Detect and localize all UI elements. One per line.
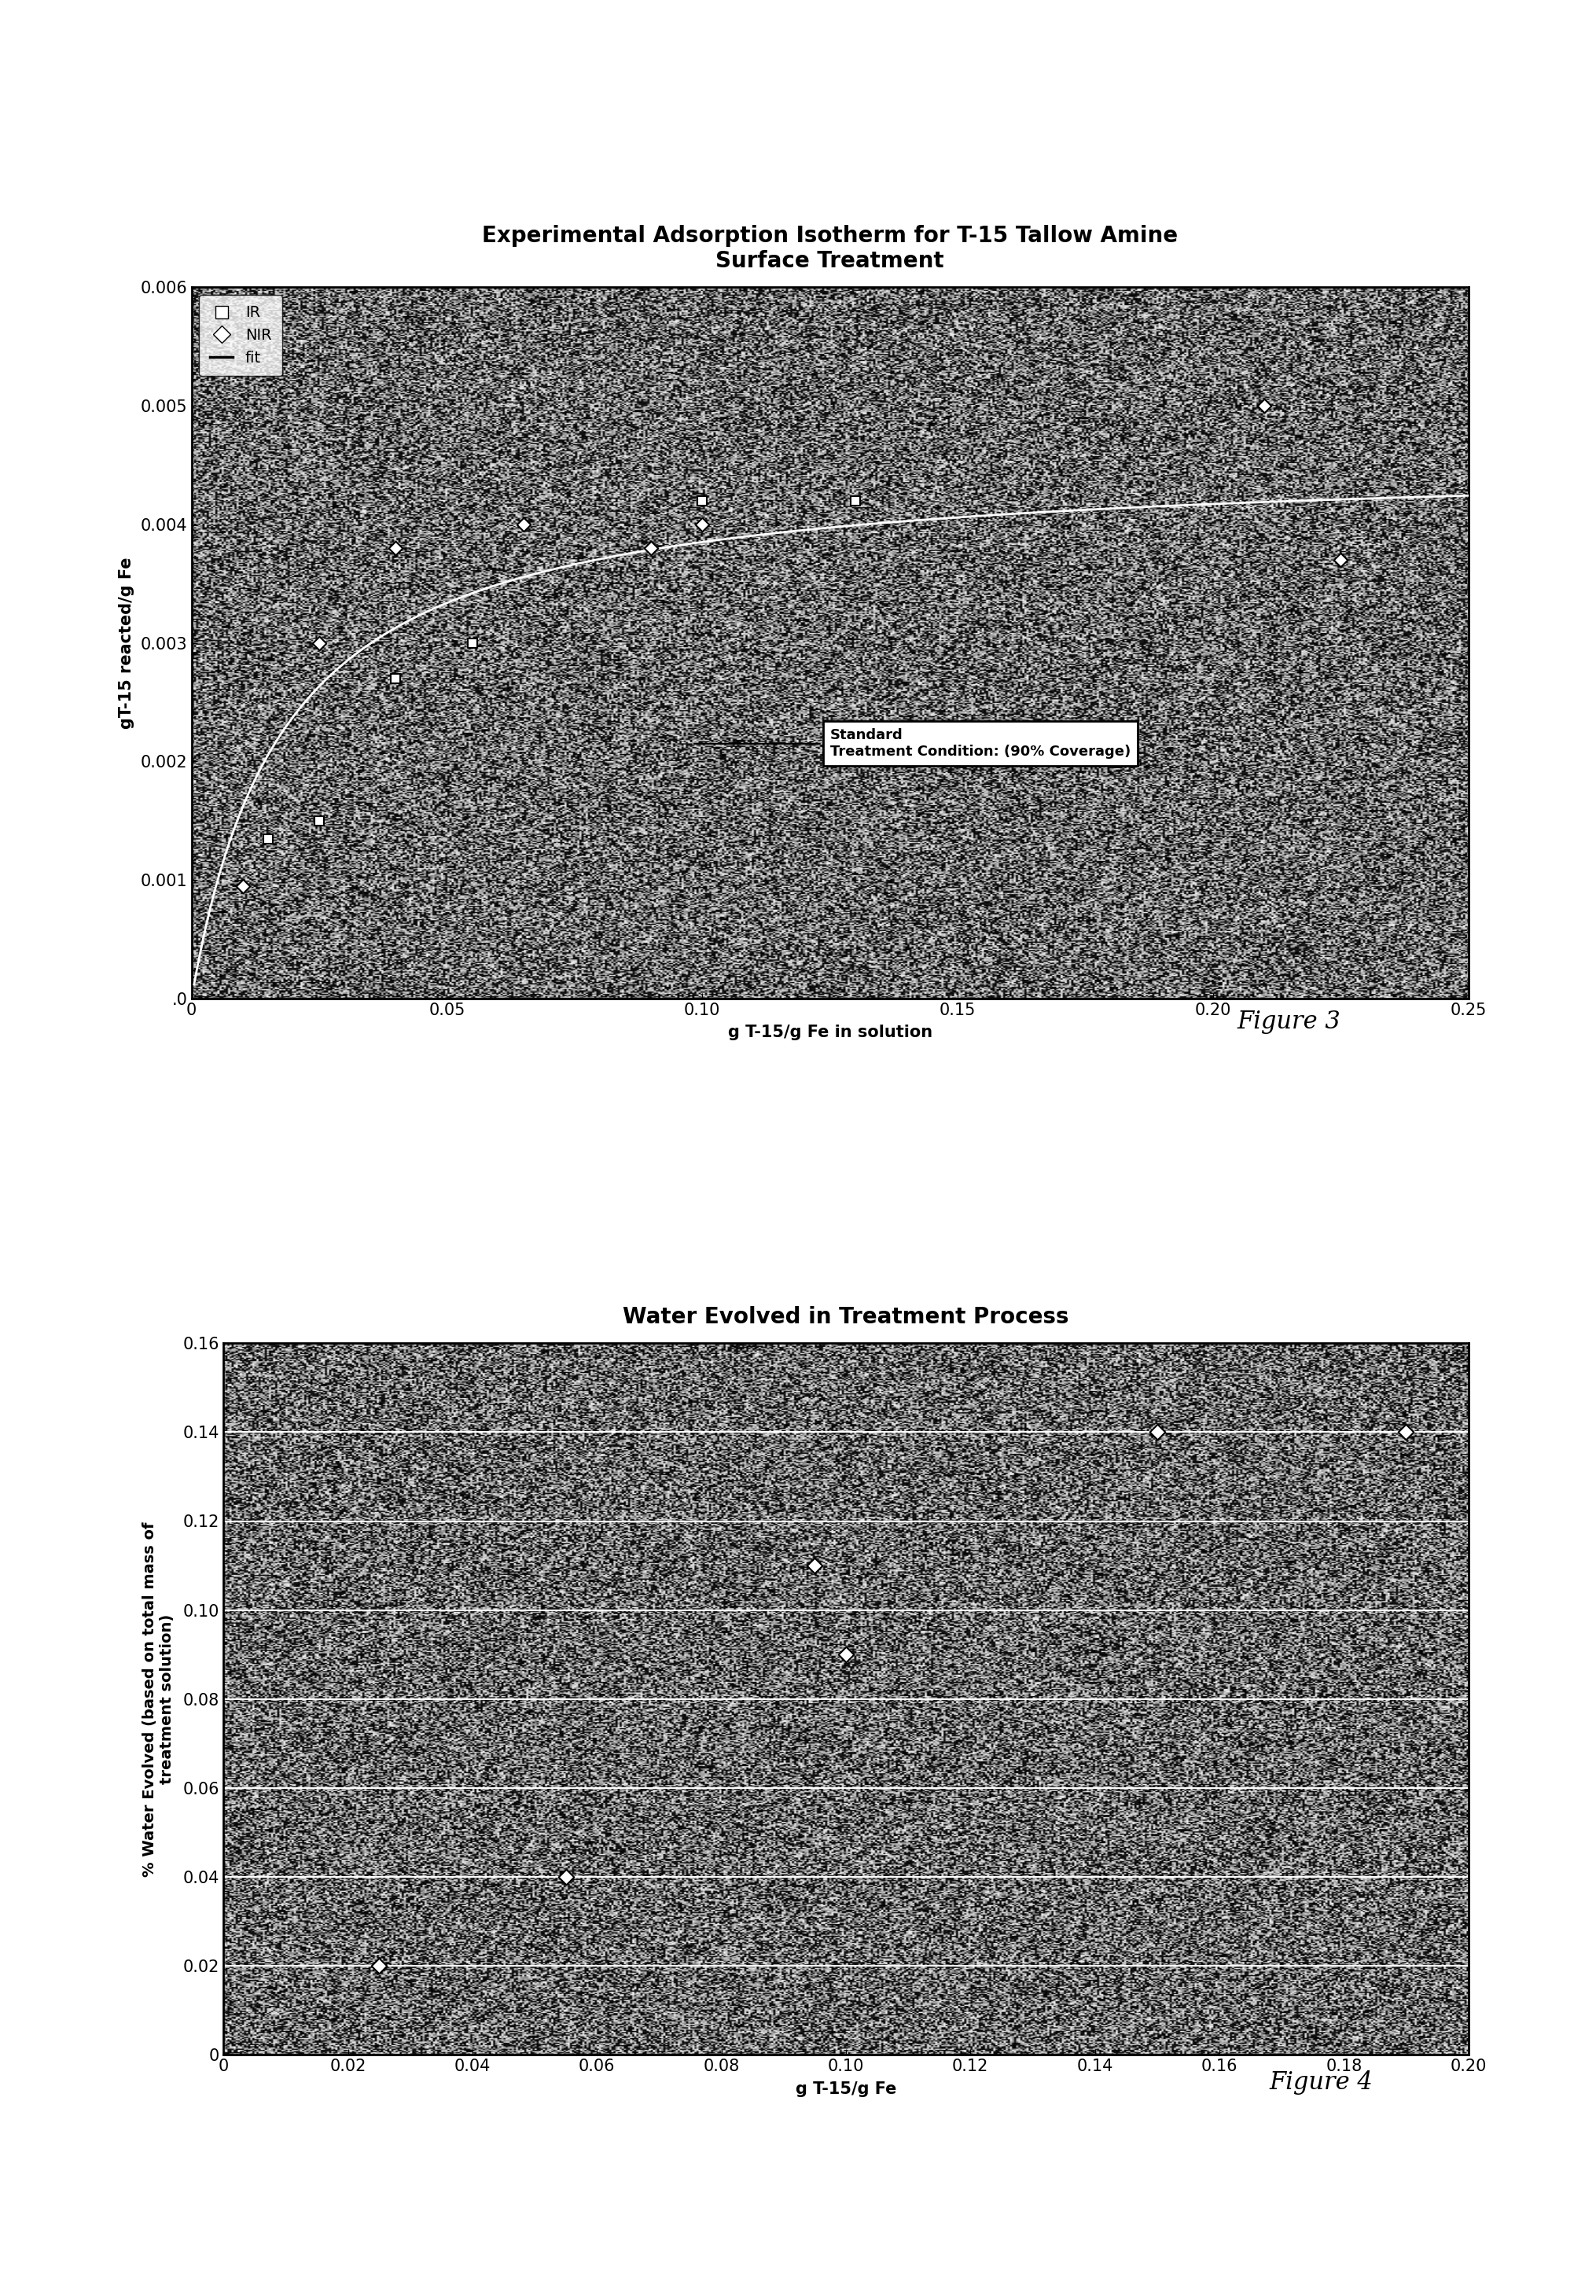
Point (306, 804, 332, 840)
Point (383, 661, 409, 698)
Point (843, 482, 868, 519)
Point (306, 625, 332, 661)
Point (552, 1860, 578, 1896)
Point (230, 868, 255, 905)
Text: Figure 4: Figure 4 (1269, 2071, 1373, 2094)
Point (1393, 1414, 1419, 1451)
Point (255, 820, 281, 856)
Point (1328, 542, 1353, 579)
Point (801, 1548, 827, 1584)
Point (383, 530, 409, 567)
Title: Water Evolved in Treatment Process: Water Evolved in Treatment Process (622, 1306, 1069, 1327)
Point (367, 1947, 393, 1984)
Y-axis label: gT-15 reacted/g Fe: gT-15 reacted/g Fe (118, 558, 134, 728)
Point (1144, 1414, 1170, 1451)
Legend: IR, NIR, fit: IR, NIR, fit (200, 294, 282, 377)
Point (833, 1637, 859, 1674)
Point (460, 625, 485, 661)
Text: Figure 3: Figure 3 (1237, 1010, 1341, 1033)
Point (689, 505, 715, 542)
X-axis label: g T-15/g Fe: g T-15/g Fe (795, 2080, 897, 2096)
Point (511, 505, 536, 542)
X-axis label: g T-15/g Fe in solution: g T-15/g Fe in solution (728, 1024, 932, 1040)
Point (1251, 388, 1277, 425)
Title: Experimental Adsorption Isotherm for T-15 Tallow Amine
Surface Treatment: Experimental Adsorption Isotherm for T-1… (482, 225, 1178, 271)
Y-axis label: % Water Evolved (based on total mass of
treatment solution): % Water Evolved (based on total mass of … (142, 1522, 174, 1876)
Text: Standard
Treatment Condition: (90% Coverage): Standard Treatment Condition: (90% Cover… (694, 728, 1130, 760)
Point (638, 530, 664, 567)
Point (689, 482, 715, 519)
